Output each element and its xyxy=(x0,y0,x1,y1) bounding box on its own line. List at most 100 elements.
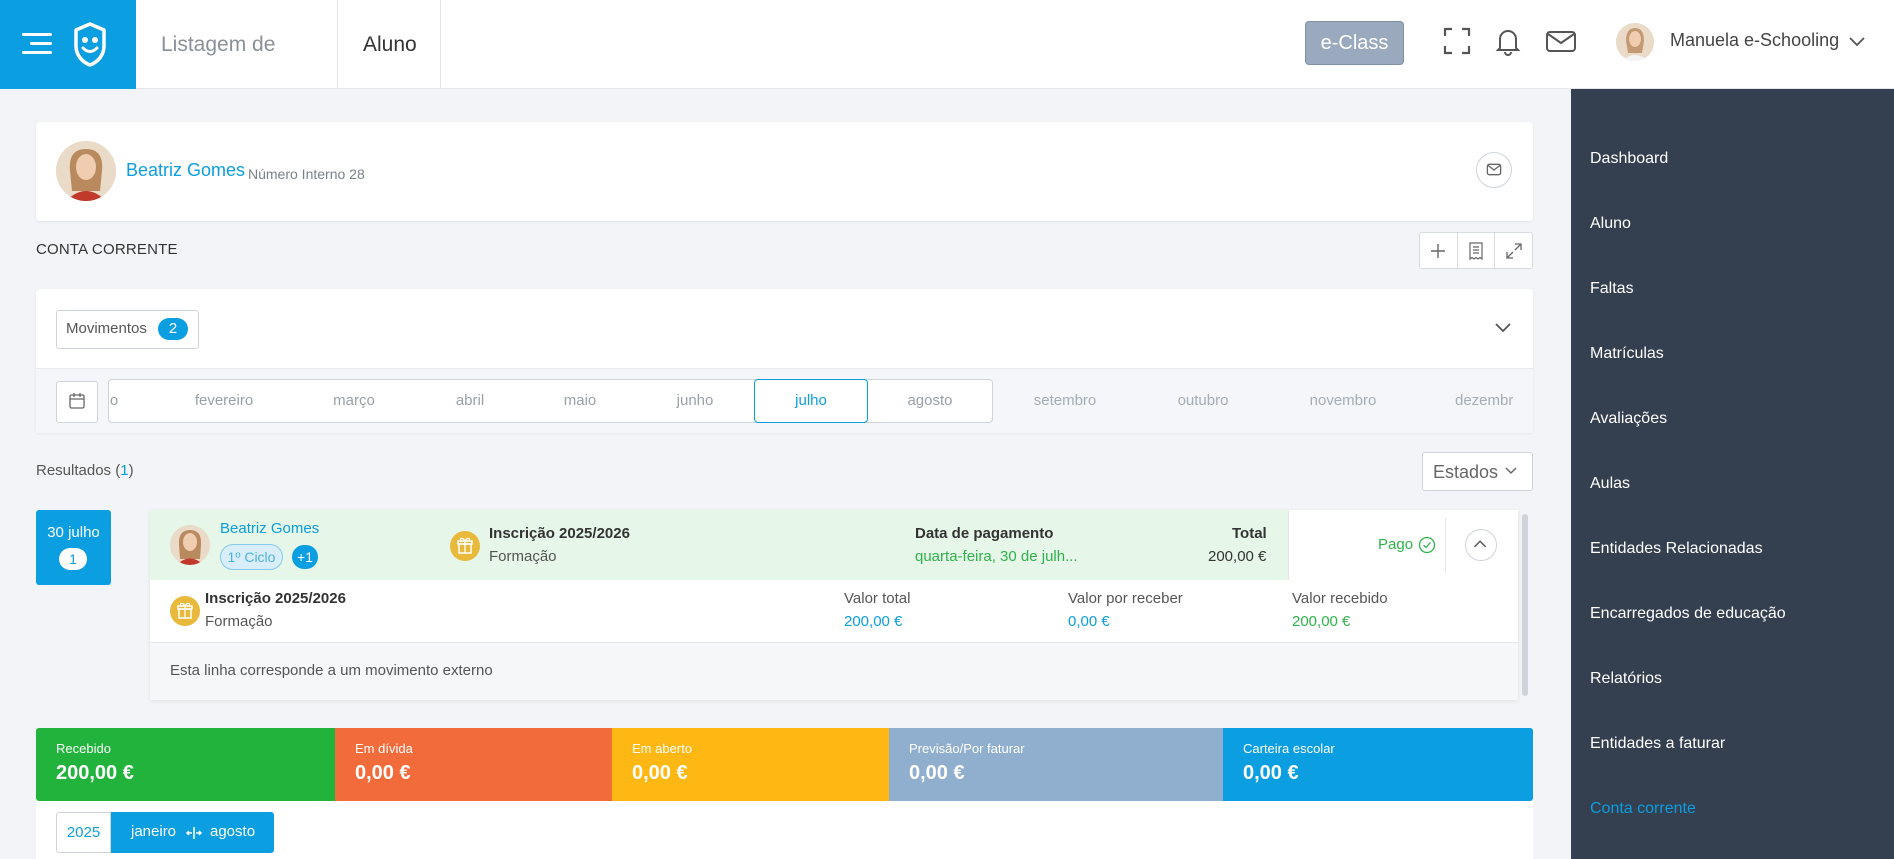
range-arrows-icon xyxy=(186,827,202,839)
sidebar-item-avaliacoes[interactable]: Avaliações xyxy=(1590,410,1668,427)
user-avatar[interactable] xyxy=(1616,23,1654,61)
month-item[interactable]: setembro xyxy=(1033,392,1097,409)
chevron-down-icon xyxy=(1505,467,1517,475)
divider xyxy=(1445,518,1446,573)
stat-em-aberto: Em aberto 0,00 € xyxy=(612,728,889,801)
add-button[interactable] xyxy=(1420,233,1458,268)
section-title: CONTA CORRENTE xyxy=(36,241,178,258)
status-badge: Pago xyxy=(1378,536,1414,553)
payment-date-label: Data de pagamento xyxy=(915,525,1054,542)
more-badge[interactable]: +1 xyxy=(292,545,318,569)
range-from: janeiro xyxy=(131,823,177,840)
stat-carteira: Carteira escolar 0,00 € xyxy=(1223,728,1533,801)
expand-button[interactable] xyxy=(1495,233,1532,268)
sidebar-item-entidades-faturar[interactable]: Entidades a faturar xyxy=(1590,735,1726,752)
year-selector[interactable]: 2025 xyxy=(56,812,111,853)
chevron-down-icon[interactable] xyxy=(1848,34,1866,48)
month-item[interactable]: março xyxy=(333,392,375,409)
detail-title: Inscrição 2025/2026 xyxy=(205,590,346,607)
bell-icon[interactable] xyxy=(1491,24,1525,58)
right-sidebar xyxy=(1571,89,1894,859)
plus-icon xyxy=(1431,243,1446,258)
stat-em-divida: Em dívida 0,00 € xyxy=(335,728,612,801)
month-range-selector[interactable]: janeiro agosto xyxy=(111,812,274,853)
receipt-icon xyxy=(1469,241,1483,260)
eclass-button[interactable]: e-Class xyxy=(1305,21,1404,65)
valor-total-value: 200,00 € xyxy=(844,613,903,630)
detail-subtitle: Formação xyxy=(205,613,273,630)
movement-title: Inscrição 2025/2026 xyxy=(489,525,630,542)
message-button[interactable] xyxy=(1476,152,1512,188)
valor-total-label: Valor total xyxy=(844,590,911,607)
chevron-down-icon[interactable] xyxy=(1494,320,1512,334)
valor-recebido-label: Valor recebido xyxy=(1292,590,1388,607)
chevron-up-icon xyxy=(1473,540,1487,548)
sidebar-item-aulas[interactable]: Aulas xyxy=(1590,475,1631,492)
receipt-button[interactable] xyxy=(1458,233,1496,268)
month-item[interactable]: o xyxy=(109,392,119,409)
collapse-button[interactable] xyxy=(1465,529,1497,561)
fullscreen-icon[interactable] xyxy=(1440,24,1474,58)
valor-receber-value: 0,00 € xyxy=(1068,613,1110,630)
stat-previsao: Previsão/Por faturar 0,00 € xyxy=(889,728,1223,801)
range-to: agosto xyxy=(210,823,256,840)
date-group xyxy=(36,510,111,585)
stat-recebido: Recebido 200,00 € xyxy=(36,728,335,801)
sidebar-item-faltas[interactable]: Faltas xyxy=(1590,280,1634,297)
scrollbar[interactable] xyxy=(1522,514,1528,696)
date-label: 30 julho xyxy=(47,524,100,541)
movement-student-name[interactable]: Beatriz Gomes xyxy=(220,520,320,537)
gift-icon xyxy=(170,596,200,626)
top-header xyxy=(0,0,1894,89)
logo-icon[interactable] xyxy=(70,20,110,68)
month-item[interactable]: outubro xyxy=(1177,392,1229,409)
month-item[interactable]: maio xyxy=(563,392,597,409)
month-item[interactable]: junho xyxy=(676,392,714,409)
valor-receber-label: Valor por receber xyxy=(1068,590,1183,607)
breadcrumb-list[interactable]: Listagem de alunos xyxy=(136,0,338,145)
sidebar-item-entidades-relacionadas[interactable]: Entidades Relacionadas xyxy=(1590,540,1763,557)
month-item[interactable]: dezembr xyxy=(1455,392,1513,409)
movimentos-count-badge: 2 xyxy=(158,318,188,340)
sidebar-item-relatorios[interactable]: Relatórios xyxy=(1590,670,1663,687)
avatar xyxy=(170,525,210,565)
sidebar-item-dashboard[interactable]: Dashboard xyxy=(1590,150,1669,167)
calendar-icon xyxy=(69,393,85,409)
sidebar-item-conta-corrente[interactable]: Conta corrente xyxy=(1590,800,1696,817)
stats-bar: Recebido 200,00 € Em dívida 0,00 € Em aber… xyxy=(36,728,1533,801)
movement-note-row xyxy=(150,642,1518,700)
sidebar-item-encarregados[interactable]: Encarregados de educação xyxy=(1590,605,1786,622)
results-count: Resultados (1) xyxy=(36,462,134,479)
estados-label: Estados xyxy=(1433,462,1499,482)
valor-recebido-value: 200,00 € xyxy=(1292,613,1351,630)
payment-date-value: quarta-feira, 30 de julh... xyxy=(915,548,1078,565)
student-avatar xyxy=(56,141,116,201)
menu-icon[interactable] xyxy=(22,33,52,55)
date-count-badge: 1 xyxy=(59,548,87,570)
sidebar-item-matriculas[interactable]: Matrículas xyxy=(1590,345,1664,362)
total-label: Total xyxy=(1232,525,1267,542)
month-item[interactable]: fevereiro xyxy=(194,392,254,409)
total-value: 200,00 € xyxy=(1208,548,1267,565)
sidebar-item-aluno[interactable]: Aluno xyxy=(1590,215,1631,232)
month-item[interactable]: agosto xyxy=(907,392,953,409)
gift-icon xyxy=(450,531,480,561)
month-item[interactable]: abril xyxy=(455,392,485,409)
month-item[interactable]: novembro xyxy=(1309,392,1377,409)
user-name[interactable]: Manuela e-Schooling xyxy=(1670,30,1840,50)
movement-summary-row[interactable] xyxy=(150,510,1288,580)
envelope-icon xyxy=(1486,163,1502,176)
month-selected-frame xyxy=(754,379,868,423)
student-name[interactable]: Beatriz Gomes xyxy=(126,160,246,180)
profile-card xyxy=(36,122,1533,221)
ciclo-badge: 1º Ciclo xyxy=(220,544,283,570)
mail-icon[interactable] xyxy=(1544,24,1578,58)
movement-note: Esta linha corresponde a um movimento ex… xyxy=(170,662,493,679)
calendar-button[interactable] xyxy=(56,381,98,423)
breadcrumb-current: Aluno xyxy=(338,0,441,89)
check-circle-icon xyxy=(1418,536,1436,554)
month-item-selected[interactable]: julho xyxy=(795,392,827,409)
student-number: Número Interno 28 xyxy=(248,166,365,182)
estados-dropdown[interactable] xyxy=(1422,452,1533,491)
filter-card xyxy=(36,801,1533,859)
